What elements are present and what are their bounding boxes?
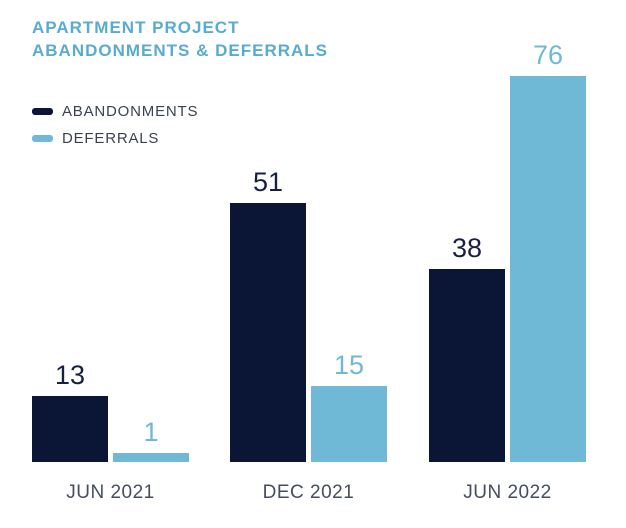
- bar-abandonments-dec-2021: 51: [230, 167, 306, 462]
- bar-group-jun-2021: 13 1: [32, 360, 189, 462]
- legend-item-deferrals: DEFERRALS: [32, 129, 198, 148]
- legend-label-abandonments: ABANDONMENTS: [62, 103, 199, 120]
- x-axis-label-jun-2021: JUN 2021: [66, 482, 155, 503]
- legend-swatch-deferrals: [32, 135, 53, 142]
- bar-deferrals-jun-2022: 76: [510, 40, 586, 462]
- x-axis-label-dec-2021: DEC 2021: [262, 482, 355, 503]
- bar-deferrals-dec-2021: 15: [311, 350, 387, 462]
- bar-value-label: 38: [451, 233, 483, 263]
- bar-rect-deferrals: [311, 386, 387, 462]
- bar-group-jun-2022: 38 76: [429, 40, 586, 462]
- legend-label-deferrals: DEFERRALS: [62, 130, 160, 147]
- bar-rect-abandonments: [230, 203, 306, 462]
- x-axis: JUN 2021 DEC 2021 JUN 2022: [0, 481, 626, 507]
- bar-value-label: 76: [532, 40, 564, 70]
- bar-value-label: 13: [54, 360, 86, 390]
- legend-item-abandonments: ABANDONMENTS: [32, 102, 198, 121]
- legend: ABANDONMENTS DEFERRALS: [32, 102, 198, 148]
- chart-title-line-1: APARTMENT PROJECT: [32, 18, 240, 37]
- bar-rect-abandonments: [32, 396, 108, 462]
- bar-value-label: 51: [252, 167, 284, 197]
- chart-title: APARTMENT PROJECT ABANDONMENTS & DEFERRA…: [32, 16, 328, 62]
- plot-area: 13 1 51 15 38 76: [32, 40, 586, 462]
- bar-deferrals-jun-2021: 1: [113, 417, 189, 462]
- bar-rect-deferrals: [510, 76, 586, 462]
- chart-title-line-2: ABANDONMENTS & DEFERRALS: [32, 41, 328, 60]
- bar-abandonments-jun-2021: 13: [32, 360, 108, 462]
- bar-rect-abandonments: [429, 269, 505, 462]
- bar-rect-deferrals: [113, 453, 189, 462]
- bar-group-dec-2021: 51 15: [230, 167, 387, 462]
- bar-value-label: 15: [333, 350, 365, 380]
- legend-swatch-abandonments: [32, 108, 53, 115]
- bar-abandonments-jun-2022: 38: [429, 233, 505, 462]
- x-axis-label-jun-2022: JUN 2022: [463, 482, 552, 503]
- bar-value-label: 1: [143, 417, 159, 447]
